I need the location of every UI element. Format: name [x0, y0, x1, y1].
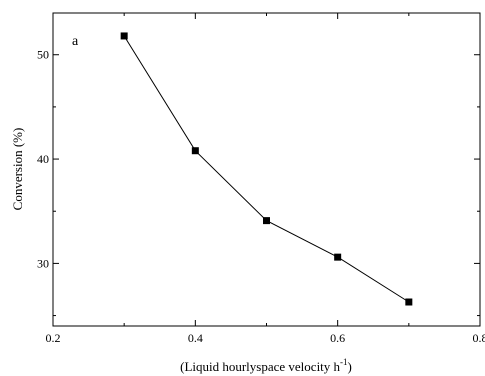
y-tick-label: 40: [37, 152, 49, 166]
x-tick-label: 0.6: [330, 331, 345, 345]
x-axis-label-close: ): [348, 359, 352, 374]
data-markers: [120, 32, 413, 306]
data-point: [334, 253, 342, 261]
tick-labels: 0.2 0.4 0.6 0.8 30 40 50: [37, 48, 485, 345]
y-tick-label: 50: [37, 48, 49, 62]
y-axis-label: Conversion (%): [10, 128, 25, 211]
panel-label: a: [72, 34, 79, 49]
plot-frame: [52, 12, 481, 327]
x-tick-label: 0.2: [46, 331, 61, 345]
y-tick-label: 30: [37, 256, 49, 270]
data-point: [263, 217, 270, 225]
x-tick-label: 0.4: [188, 331, 203, 345]
x-axis-label: (Liquid hourlyspace velocity h-1): [180, 357, 352, 374]
data-point: [191, 147, 199, 155]
data-point: [405, 298, 413, 306]
axis-ticks: [52, 13, 481, 326]
x-tick-label: 0.8: [473, 331, 485, 345]
x-axis-label-main: (Liquid hourlyspace velocity h: [180, 359, 340, 374]
x-axis-label-superscript: -1: [340, 357, 348, 367]
series-line: [123, 35, 410, 303]
data-point: [120, 32, 128, 40]
